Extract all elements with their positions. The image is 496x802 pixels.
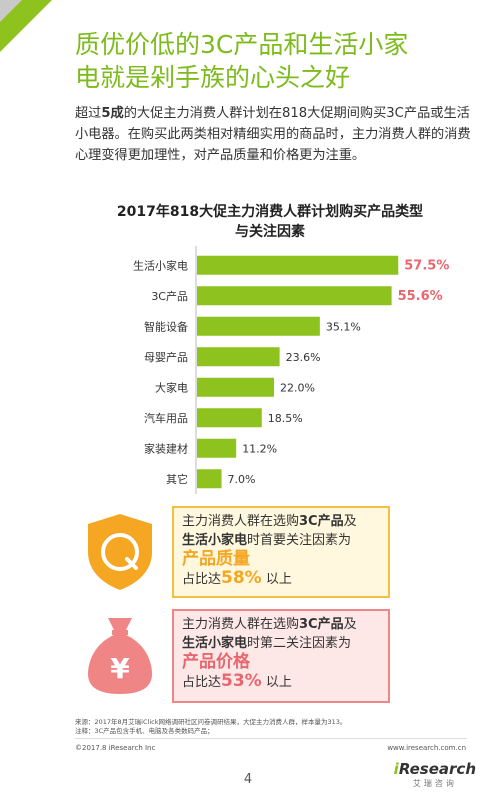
shield-q-icon xyxy=(88,514,152,590)
box1-pct-suffix: 以上 xyxy=(261,572,292,587)
box1-pct-prefix: 占比达 xyxy=(182,572,222,587)
page-number: 4 xyxy=(243,772,253,787)
value-label: 18.5% xyxy=(268,412,303,425)
box2-text-2: 时第二关注因素为 xyxy=(247,636,352,651)
chart-title: 2017年818大促主力消费人群计划购买产品类型 与关注因素 xyxy=(60,202,480,242)
box2-factor: 产品价格 xyxy=(182,652,250,672)
box1-factor: 产品质量 xyxy=(182,549,250,569)
category-label: 3C产品 xyxy=(151,289,188,303)
source-text: 来源：2017年8月艾瑞iClick网络调研社区问卷调研结果，大促主力消费人群，… xyxy=(75,718,347,726)
box2-pct-line: 占比达53% 以上 xyxy=(182,672,380,692)
category-label: 智能设备 xyxy=(144,319,188,333)
box1-text-2: 时首要关注因素为 xyxy=(247,533,352,548)
value-label: 7.0% xyxy=(228,473,256,486)
box2-pct: 53% xyxy=(221,671,262,691)
bar xyxy=(197,347,280,367)
value-label: 23.6% xyxy=(286,351,321,364)
box1-line2: 生活小家电时首要关注因素为 xyxy=(182,531,380,550)
footer-divider xyxy=(75,738,467,739)
value-label: 22.0% xyxy=(280,381,315,394)
bar xyxy=(197,438,237,458)
box2-bold-3c: 3C产品 xyxy=(299,617,344,632)
box1-text: 主力消费人群在选购 xyxy=(182,514,300,529)
value-label: 11.2% xyxy=(242,442,277,455)
logo-i: i xyxy=(393,760,399,778)
corner-decoration-gray xyxy=(0,0,22,22)
category-label: 汽车用品 xyxy=(144,411,188,425)
quality-factor-box: 主力消费人群在选购3C产品及 生活小家电时首要关注因素为 产品质量 占比达58%… xyxy=(172,506,390,598)
page-title: 质优价低的3C产品和生活小家 电就是剁手族的心头之好 xyxy=(75,28,485,94)
logo-subtitle: 艾瑞咨询 xyxy=(412,779,457,788)
value-label: 35.1% xyxy=(326,320,361,333)
box2-text-and: 及 xyxy=(343,617,357,632)
svg-text:¥: ¥ xyxy=(110,652,130,685)
box2-text: 主力消费人群在选购 xyxy=(182,617,300,632)
logo-rest: Research xyxy=(398,760,476,778)
bar xyxy=(197,469,222,489)
bar xyxy=(197,377,274,397)
category-label: 生活小家电 xyxy=(133,258,188,272)
copyright: ©2017.8 iResearch Inc xyxy=(75,744,156,752)
bar xyxy=(197,408,262,428)
box2-pct-suffix: 以上 xyxy=(261,675,292,690)
box1-bold-appliance: 生活小家电 xyxy=(182,533,248,548)
price-factor-box: 主力消费人群在选购3C产品及 生活小家电时第二关注因素为 产品价格 占比达53%… xyxy=(172,609,390,703)
category-label: 家装建材 xyxy=(144,441,188,455)
bar xyxy=(197,255,399,275)
chart-title-line2: 与关注因素 xyxy=(235,224,305,240)
intro-part2: 的大促主力消费人群计划在818大促期间购买3C产品或生活小电器。在购买此两类相对… xyxy=(75,106,471,163)
bar-chart: 生活小家电 57.5% 3C产品 55.6% 智能设备 35.1% 母婴产品 23.6% 大家电… xyxy=(133,246,449,494)
intro-bold: 5成 xyxy=(101,106,124,121)
note-text: 注释：3C产品包含手机、电脑及各类数码产品； xyxy=(75,727,214,735)
intro-paragraph: 超过5成的大促主力消费人群计划在818大促期间购买3C产品或生活小电器。在购买此… xyxy=(75,103,483,166)
bar xyxy=(197,286,392,306)
source-notes: 来源：2017年8月艾瑞iClick网络调研社区问卷调研结果，大促主力消费人群，… xyxy=(75,718,346,736)
page-title-line2: 电就是剁手族的心头之好 xyxy=(75,63,351,92)
box2-line1: 主力消费人群在选购3C产品及 xyxy=(182,615,380,634)
bar xyxy=(197,316,320,336)
box2-bold-appliance: 生活小家电 xyxy=(182,636,248,651)
box1-line1: 主力消费人群在选购3C产品及 xyxy=(182,512,380,531)
chart-title-line1: 2017年818大促主力消费人群计划购买产品类型 xyxy=(116,204,424,220)
page-title-line1: 质优价低的3C产品和生活小家 xyxy=(75,30,409,59)
category-label: 大家电 xyxy=(155,380,188,394)
iresearch-logo: iResearch 艾瑞咨询 xyxy=(394,760,476,789)
box1-text-and: 及 xyxy=(343,514,357,529)
box1-pct-line: 占比达58% 以上 xyxy=(182,569,380,589)
intro-part1: 超过 xyxy=(75,106,102,121)
box2-line2: 生活小家电时第二关注因素为 xyxy=(182,634,380,653)
value-label: 57.5% xyxy=(404,258,449,273)
website-link[interactable]: www.iresearch.com.cn xyxy=(387,744,466,752)
box2-pct-prefix: 占比达 xyxy=(182,675,222,690)
box1-pct: 58% xyxy=(221,568,262,588)
logo-wordmark: iResearch xyxy=(394,760,476,778)
value-label: 55.6% xyxy=(398,289,443,304)
box1-bold-3c: 3C产品 xyxy=(299,514,344,529)
category-label: 母婴产品 xyxy=(144,350,188,364)
category-label: 其它 xyxy=(166,472,188,486)
money-bag-yen-icon: ¥ xyxy=(88,618,152,694)
